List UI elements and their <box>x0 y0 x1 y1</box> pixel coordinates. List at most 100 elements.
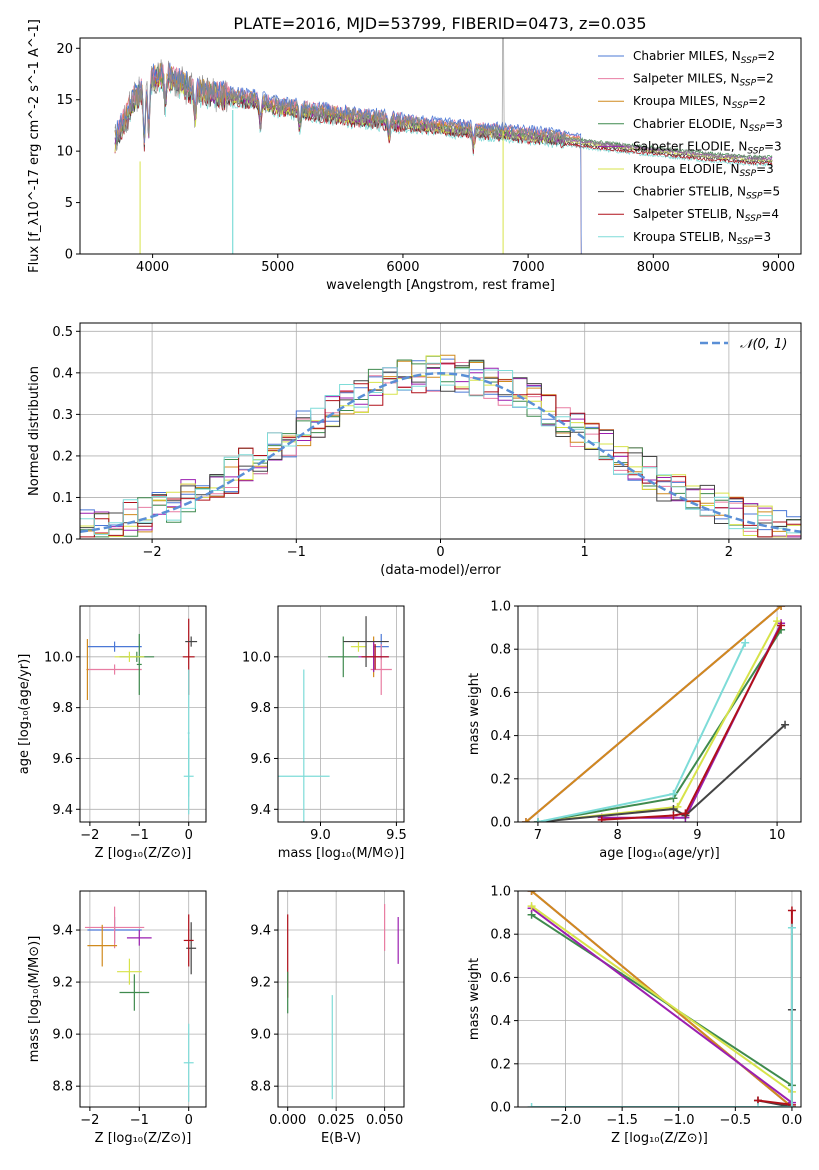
x-tick-label: −0.5 <box>720 1113 752 1128</box>
legend-label: Chabrier STELIB, NSSP=5 <box>633 185 780 202</box>
y-tick-label: 1.0 <box>490 600 511 615</box>
y-tick-label: 0.0 <box>490 1101 511 1116</box>
legend-label: 𝒩(0, 1) <box>740 337 787 352</box>
plot-area <box>527 891 796 1107</box>
axes-frame: 9.0 9.5 9.4 9.6 9.8 10.0 mass [log₁₀(M/M⊙)] <box>242 605 407 861</box>
y-tick-label: 0.6 <box>490 971 511 986</box>
x-tick-label: 0 <box>185 828 193 843</box>
mass-weight-marker <box>753 1103 762 1107</box>
x-tick-label: 8 <box>614 828 622 843</box>
y-tick-label: 10 <box>56 145 73 160</box>
x-tick-label: 0.050 <box>366 1113 403 1128</box>
legend-label: Chabrier MILES, NSSP=2 <box>633 49 775 66</box>
axes-frame: −2 −1 0 9.4 9.6 9.8 10.0 Z [log₁₀(Z/Z⊙)] age [lo… <box>17 605 207 861</box>
legend: 𝒩(0, 1) <box>700 337 787 352</box>
y-axis-label: Flux [f_λ10^-17 erg cm^-2 s^-1 A^-1] <box>27 19 42 273</box>
y-tick-label: 1.0 <box>490 885 511 900</box>
axes-spines <box>79 37 802 255</box>
mass-weight-marker <box>773 617 782 626</box>
mass-weight-marker <box>527 1103 536 1107</box>
x-tick-label: −2 <box>80 828 99 843</box>
axes-spines <box>277 890 405 1108</box>
panel-weight-vs-metallicity: −2.0 −1.5 −1.0 −0.5 0.0 0.0 0.2 0.4 0.6 0.8 1.0 Z [… <box>467 885 802 1147</box>
y-tick-label: 9.2 <box>250 976 271 991</box>
observed-spectrum-line <box>114 38 773 163</box>
x-tick-label: −1 <box>287 545 306 560</box>
mass-weight-marker <box>741 638 750 647</box>
legend-label: Salpeter MILES, NSSP=2 <box>633 72 774 89</box>
y-tick-label: 5 <box>65 196 73 211</box>
mass-weight-marker <box>521 818 530 822</box>
y-tick-label: 0.6 <box>490 686 511 701</box>
y-tick-label: 0.2 <box>490 772 511 787</box>
mass-weight-marker <box>787 906 796 915</box>
x-axis-label: age [log₁₀(age/yr)] <box>599 846 720 861</box>
plot-area <box>86 618 198 815</box>
y-tick-label: 10.0 <box>242 650 271 665</box>
x-tick-label: 8000 <box>637 260 670 275</box>
panel-mass-vs-metallicity: −2 −1 0 8.8 9.0 9.2 9.4 Z [log₁₀(Z/Z⊙)] mass [lo… <box>27 890 207 1146</box>
y-tick-label: 9.6 <box>250 752 271 767</box>
plot-area <box>80 354 801 538</box>
x-axis-label: Z [log₁₀(Z/Z⊙)] <box>95 1131 192 1146</box>
plot-area <box>287 904 399 1100</box>
plot-area <box>278 616 392 822</box>
y-tick-label: 9.0 <box>250 1028 271 1043</box>
y-tick-label: 8.8 <box>250 1080 271 1095</box>
panel-weight-vs-age: 7 8 9 10 0.0 0.2 0.4 0.6 0.8 1.0 age [log₁₀(age/yr… <box>467 600 802 861</box>
legend-label: Kroupa STELIB, NSSP=3 <box>633 230 771 247</box>
axes-frame: −2.0 −1.5 −1.0 −0.5 0.0 0.0 0.2 0.4 0.6 0.8 1.0 Z [… <box>467 885 802 1147</box>
mass-weight-marker <box>597 815 606 822</box>
mass-weight-line <box>531 905 793 1093</box>
x-axis-label: Z [log₁₀(Z/Z⊙)] <box>95 846 192 861</box>
y-axis-label: mass weight <box>467 673 482 755</box>
x-tick-label: −2 <box>143 545 162 560</box>
y-tick-label: 9.4 <box>52 924 73 939</box>
y-tick-label: 0.4 <box>490 729 511 744</box>
mass-weight-marker <box>533 818 542 822</box>
y-tick-label: 0.2 <box>490 1057 511 1072</box>
x-axis-label: wavelength [Angstrom, rest frame] <box>326 278 555 293</box>
y-tick-label: 9.6 <box>52 752 73 767</box>
y-tick-label: 0.2 <box>52 449 73 464</box>
y-tick-label: 20 <box>56 42 73 57</box>
x-tick-label: 9 <box>693 828 701 843</box>
axes-spines <box>79 890 207 1108</box>
axes-spines <box>517 605 802 823</box>
x-tick-label: 0.000 <box>269 1113 306 1128</box>
axes-frame: −2 −1 0 1 2 0.0 0.1 0.2 0.3 0.4 0.5 (data-model)/er… <box>27 322 802 578</box>
mass-weight-line <box>531 927 793 1107</box>
panel-mass-vs-ebv: 0.000 0.025 0.050 8.8 9.0 9.2 9.4 E(B-V) <box>250 890 405 1146</box>
y-tick-label: 0.4 <box>52 366 73 381</box>
mass-weight-marker <box>777 621 786 630</box>
x-tick-label: 6000 <box>386 260 419 275</box>
y-tick-label: 9.2 <box>52 976 73 991</box>
mass-weight-line <box>531 907 793 1104</box>
x-tick-label: −1.5 <box>606 1113 638 1128</box>
y-axis-label: mass [log₁₀(M/M⊙)] <box>27 936 42 1063</box>
x-tick-label: 9.0 <box>310 828 331 843</box>
plot-area <box>84 906 197 1102</box>
x-tick-label: 0.0 <box>782 1113 803 1128</box>
x-tick-label: −2 <box>80 1113 99 1128</box>
x-tick-label: 10 <box>769 828 786 843</box>
x-tick-label: 0.025 <box>318 1113 355 1128</box>
y-tick-label: 0.8 <box>490 643 511 658</box>
mass-weight-marker <box>681 809 690 818</box>
x-tick-label: 4000 <box>136 260 169 275</box>
mass-weight-line <box>537 724 786 822</box>
x-tick-label: 5000 <box>261 260 294 275</box>
y-tick-label: 9.4 <box>250 924 271 939</box>
y-tick-label: 9.4 <box>52 803 73 818</box>
x-tick-label: 7000 <box>512 260 545 275</box>
normal-reference-curve <box>80 372 801 533</box>
y-tick-label: 0.3 <box>52 408 73 423</box>
x-axis-label: mass [log₁₀(M/M⊙)] <box>278 846 405 861</box>
x-tick-label: 0 <box>436 545 444 560</box>
legend-label: Kroupa MILES, NSSP=2 <box>633 94 766 111</box>
y-tick-label: 9.8 <box>52 701 73 716</box>
legend-label: Salpeter STELIB, NSSP=4 <box>633 207 779 224</box>
figure-title: PLATE=2016, MJD=53799, FIBERID=0473, z=0… <box>233 14 646 33</box>
mass-weight-marker <box>527 891 536 895</box>
